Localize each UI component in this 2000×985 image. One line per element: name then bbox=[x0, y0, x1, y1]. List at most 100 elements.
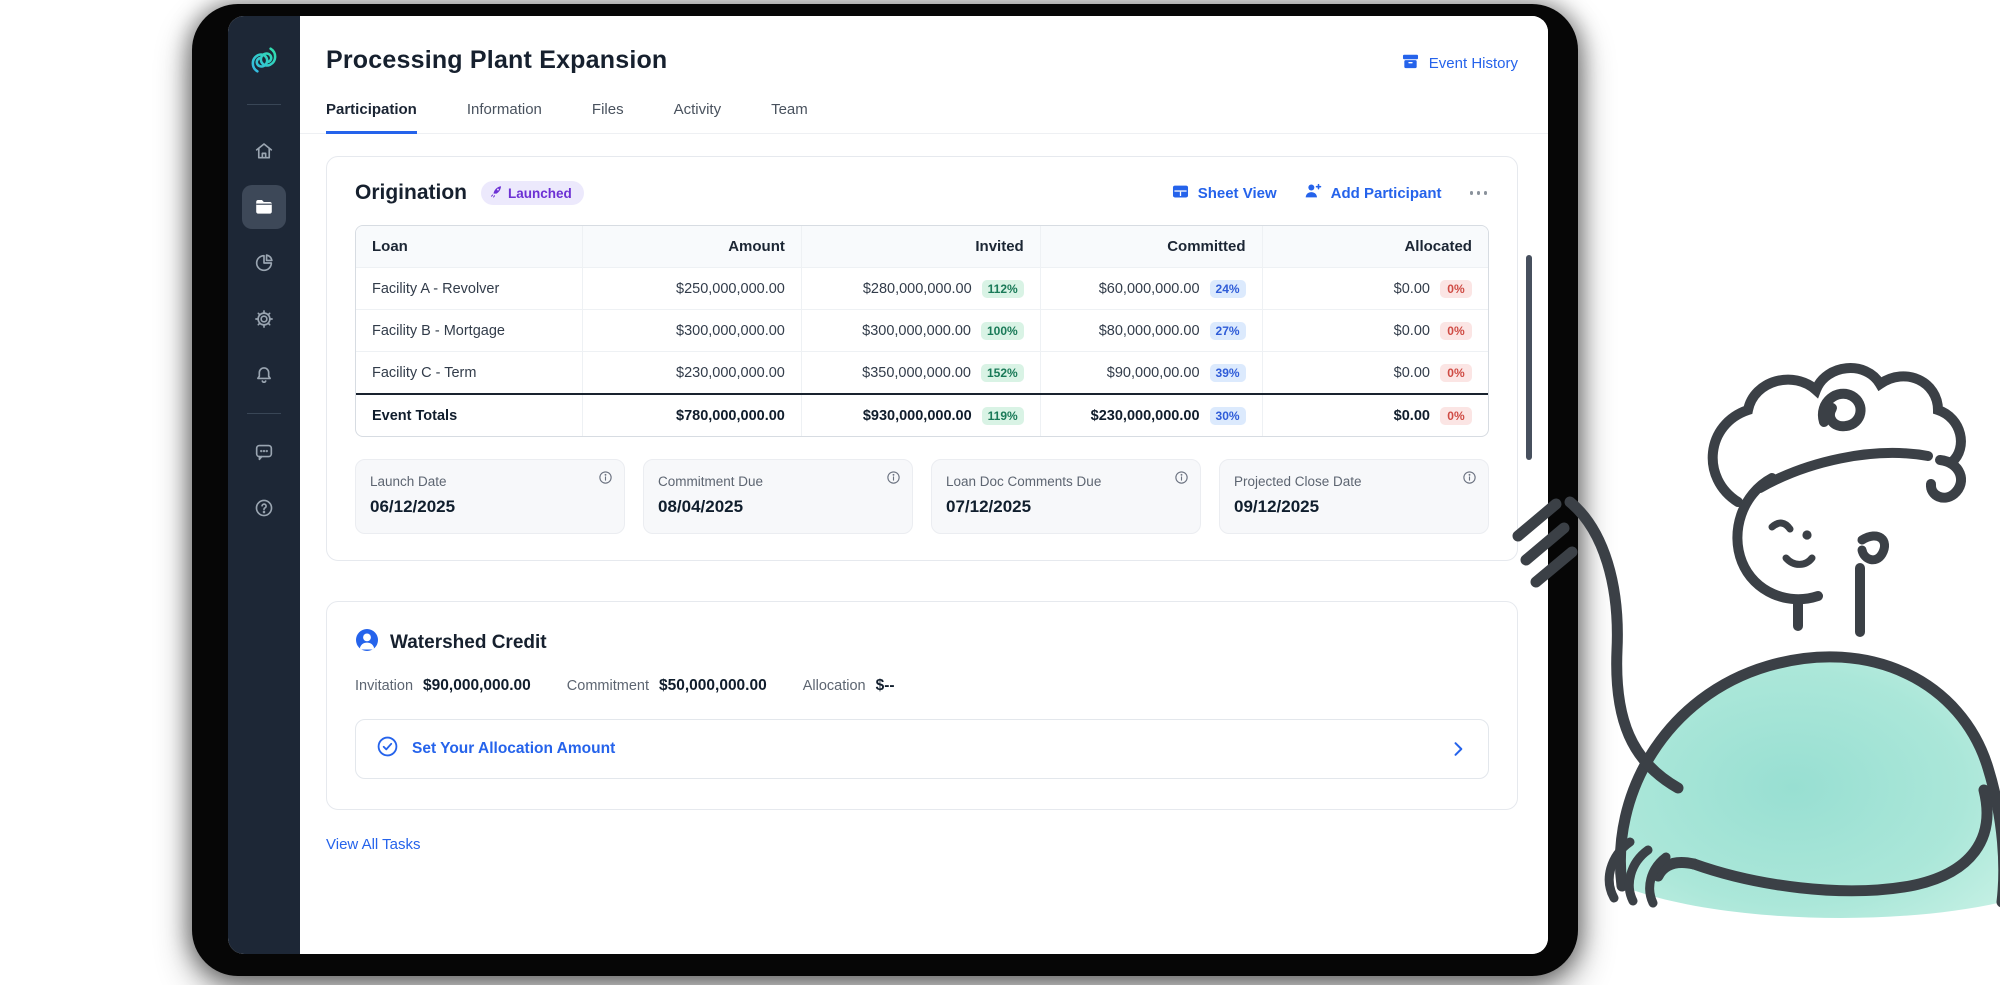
participant-name: Watershed Credit bbox=[390, 631, 547, 653]
mascot-illustration bbox=[1512, 363, 2000, 918]
amount-total: $780,000,000.00 bbox=[676, 407, 785, 424]
add-participant-button[interactable]: Add Participant bbox=[1303, 181, 1442, 205]
date-label: Loan Doc Comments Due bbox=[946, 474, 1102, 489]
sidebar-item-deals[interactable] bbox=[242, 185, 286, 229]
rocket-icon bbox=[490, 185, 503, 201]
date-label: Projected Close Date bbox=[1234, 474, 1362, 489]
col-allocated: Allocated bbox=[1261, 226, 1488, 267]
tab-bar: Participation Information Files Activity… bbox=[300, 101, 1548, 134]
person-add-icon bbox=[1303, 181, 1323, 205]
table-row[interactable]: Facility A - Revolver $250,000,000.00 $2… bbox=[356, 267, 1488, 309]
table-row[interactable]: Facility B - Mortgage $300,000,000.00 $3… bbox=[356, 309, 1488, 351]
sidebar bbox=[228, 16, 300, 954]
add-participant-label: Add Participant bbox=[1330, 184, 1442, 202]
event-history-button[interactable]: Event History bbox=[1401, 52, 1518, 75]
col-committed: Committed bbox=[1039, 226, 1262, 267]
stat-value: $-- bbox=[875, 677, 895, 694]
amount-value: $250,000,000.00 bbox=[676, 280, 785, 297]
allocated-value: $0.00 bbox=[1393, 364, 1430, 381]
mascot-arm-left bbox=[1564, 496, 1684, 794]
scrollbar-thumb[interactable] bbox=[1526, 255, 1532, 460]
key-dates: Launch Date 06/12/2025 Commitment Due 08… bbox=[355, 459, 1489, 534]
allocated-value: $0.00 bbox=[1393, 322, 1430, 339]
invited-pct-badge: 112% bbox=[981, 279, 1024, 298]
avatar-icon bbox=[355, 628, 379, 657]
allocated-pct-badge: 0% bbox=[1439, 321, 1472, 340]
tab-information[interactable]: Information bbox=[466, 101, 542, 118]
stat-value: $50,000,000.00 bbox=[658, 677, 767, 694]
info-icon[interactable] bbox=[886, 470, 901, 490]
col-loan: Loan bbox=[372, 238, 408, 255]
origination-table: Loan Amount Invited Committed Allocated … bbox=[355, 225, 1489, 437]
loan-name: Facility C - Term bbox=[372, 364, 477, 381]
sheet-view-button[interactable]: Sheet View bbox=[1171, 182, 1277, 205]
committed-total: $230,000,000.00 bbox=[1090, 407, 1200, 424]
sidebar-item-messages[interactable] bbox=[242, 430, 286, 474]
blob-body bbox=[1620, 656, 2000, 918]
app-window: Processing Plant Expansion Event History… bbox=[228, 16, 1548, 954]
date-label: Launch Date bbox=[370, 474, 447, 489]
stat-value: $90,000,000.00 bbox=[423, 677, 531, 694]
col-invited: Invited bbox=[800, 226, 1040, 267]
tab-activity[interactable]: Activity bbox=[673, 101, 722, 118]
sidebar-item-help[interactable] bbox=[242, 486, 286, 530]
origination-card: Origination Launched bbox=[326, 156, 1518, 561]
set-allocation-task[interactable]: Set Your Allocation Amount bbox=[355, 719, 1489, 779]
mascot-hair bbox=[1707, 363, 1966, 507]
date-card-launch: Launch Date 06/12/2025 bbox=[355, 459, 625, 534]
event-history-label: Event History bbox=[1428, 55, 1518, 72]
amount-value: $230,000,000.00 bbox=[676, 364, 785, 381]
sidebar-item-settings[interactable] bbox=[242, 297, 286, 341]
invited-value: $350,000,000.00 bbox=[862, 364, 971, 381]
help-icon bbox=[253, 497, 275, 519]
date-card-close: Projected Close Date 09/12/2025 bbox=[1219, 459, 1489, 534]
view-all-tasks-link[interactable]: View All Tasks bbox=[326, 836, 421, 853]
committed-value: $90,000,00.00 bbox=[1106, 364, 1200, 381]
participant-stats: Invitation $90,000,000.00 Commitment $50… bbox=[355, 677, 1489, 695]
date-value: 07/12/2025 bbox=[946, 497, 1032, 516]
date-value: 06/12/2025 bbox=[370, 497, 456, 516]
tab-team[interactable]: Team bbox=[771, 101, 808, 118]
date-label: Commitment Due bbox=[658, 474, 764, 489]
sheet-view-icon bbox=[1171, 182, 1190, 205]
committed-value: $60,000,000.00 bbox=[1098, 280, 1200, 297]
chevron-right-icon bbox=[1448, 739, 1468, 759]
date-card-commitment: Commitment Due 08/04/2025 bbox=[643, 459, 913, 534]
invited-value: $300,000,000.00 bbox=[862, 322, 971, 339]
invited-pct-badge: 119% bbox=[981, 406, 1024, 425]
tab-participation[interactable]: Participation bbox=[326, 101, 417, 134]
page-title: Processing Plant Expansion bbox=[326, 46, 668, 74]
info-icon[interactable] bbox=[598, 470, 613, 490]
more-options-icon[interactable] bbox=[1468, 187, 1490, 199]
gear-icon bbox=[253, 308, 275, 330]
task-label: Set Your Allocation Amount bbox=[412, 740, 616, 757]
stat-label: Invitation bbox=[355, 678, 414, 694]
pie-chart-icon bbox=[253, 252, 275, 274]
invited-pct-badge: 100% bbox=[981, 321, 1024, 340]
allocated-pct-badge: 0% bbox=[1439, 279, 1472, 298]
sidebar-item-notifications[interactable] bbox=[242, 353, 286, 397]
sidebar-divider bbox=[247, 104, 281, 105]
status-badge: Launched bbox=[481, 181, 584, 205]
participant-card: Watershed Credit Invitation $90,000,000.… bbox=[326, 601, 1518, 810]
sidebar-item-home[interactable] bbox=[242, 129, 286, 173]
allocated-total: $0.00 bbox=[1393, 407, 1430, 424]
brand-logo-icon[interactable] bbox=[242, 38, 286, 82]
main-content: Processing Plant Expansion Event History… bbox=[300, 16, 1548, 954]
stat-invitation: Invitation $90,000,000.00 bbox=[355, 677, 531, 695]
info-icon[interactable] bbox=[1174, 470, 1189, 490]
info-icon[interactable] bbox=[1462, 470, 1477, 490]
sidebar-item-reports[interactable] bbox=[242, 241, 286, 285]
totals-label: Event Totals bbox=[372, 407, 458, 424]
tab-files[interactable]: Files bbox=[591, 101, 624, 118]
table-row[interactable]: Facility C - Term $230,000,000.00 $350,0… bbox=[356, 351, 1488, 393]
mascot-face bbox=[1732, 473, 1823, 605]
committed-value: $80,000,000.00 bbox=[1098, 322, 1200, 339]
sheet-view-label: Sheet View bbox=[1197, 184, 1277, 202]
committed-pct-badge: 24% bbox=[1209, 279, 1246, 298]
date-value: 08/04/2025 bbox=[658, 497, 744, 516]
col-amount: Amount bbox=[582, 226, 800, 267]
table-totals-row: Event Totals $780,000,000.00 $930,000,00… bbox=[356, 393, 1488, 436]
chat-icon bbox=[253, 441, 275, 463]
allocated-pct-badge: 0% bbox=[1439, 363, 1472, 382]
